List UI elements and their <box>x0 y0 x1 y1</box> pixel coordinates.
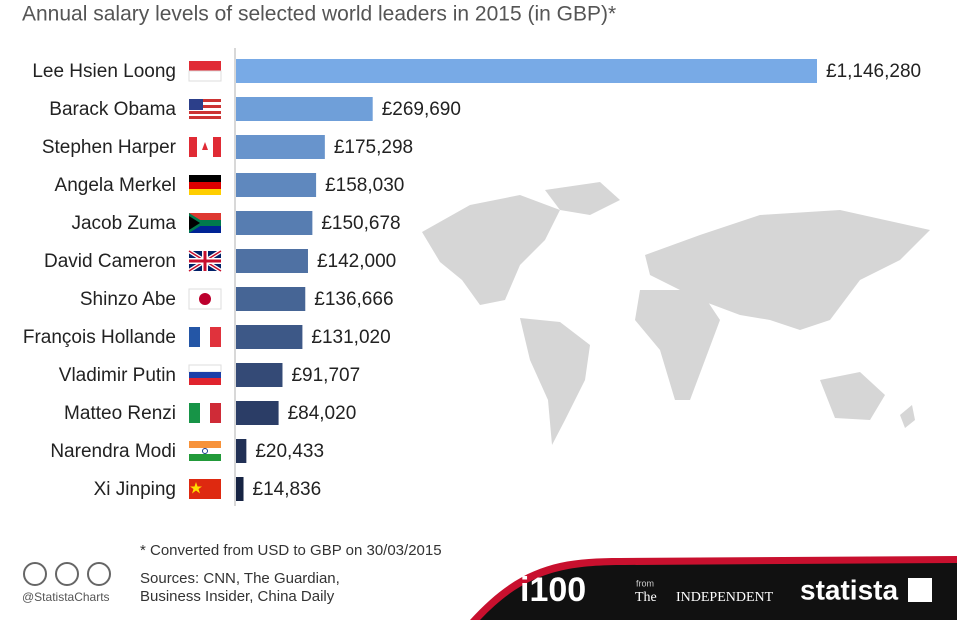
value-label: £136,666 <box>314 289 393 310</box>
bar <box>236 211 313 235</box>
value-label: £142,000 <box>317 251 396 272</box>
value-label: £20,433 <box>255 441 324 462</box>
bar <box>236 363 283 387</box>
value-label: £269,690 <box>382 99 461 120</box>
category-label: Angela Merkel <box>55 175 176 196</box>
logo-the: The <box>635 590 657 605</box>
category-label: Vladimir Putin <box>59 365 176 386</box>
value-label: £84,020 <box>288 403 357 424</box>
logo-independent: INDEPENDENT <box>676 590 774 605</box>
handle: @StatistaCharts <box>22 590 110 604</box>
category-label: Narendra Modi <box>50 441 176 462</box>
footnote: * Converted from USD to GBP on 30/03/201… <box>140 542 442 559</box>
value-label: £14,836 <box>253 479 322 500</box>
flags <box>187 61 223 499</box>
bar <box>236 249 308 273</box>
category-label: Matteo Renzi <box>64 403 176 424</box>
world-map <box>422 182 930 445</box>
sources: Sources: CNN, The Guardian, <box>140 570 340 587</box>
category-label: Stephen Harper <box>42 137 177 158</box>
logo-icon <box>908 578 932 602</box>
category-label: Lee Hsien Loong <box>32 61 176 82</box>
bar <box>236 59 817 83</box>
logo-i100: i100 <box>520 571 586 609</box>
bar <box>236 135 325 159</box>
license-icons <box>23 562 111 586</box>
category-label: Xi Jinping <box>94 479 176 500</box>
value-label: £1,146,280 <box>826 61 921 82</box>
category-label: Barack Obama <box>49 99 176 120</box>
value-label: £158,030 <box>325 175 404 196</box>
value-label: £150,678 <box>321 213 400 234</box>
bar <box>236 97 373 121</box>
bar <box>236 325 303 349</box>
bar <box>236 439 247 463</box>
category-label: Jacob Zuma <box>71 213 176 234</box>
logo-from: from <box>636 578 654 588</box>
value-label: £131,020 <box>311 327 390 348</box>
bar <box>236 477 244 501</box>
bar <box>236 287 306 311</box>
value-label: £175,298 <box>334 137 413 158</box>
sources: Business Insider, China Daily <box>140 588 335 605</box>
footer-band <box>480 563 957 620</box>
category-label: David Cameron <box>44 251 176 272</box>
bar <box>236 401 279 425</box>
logo-statista: statista <box>800 574 898 605</box>
category-label: Shinzo Abe <box>80 289 176 310</box>
bar <box>236 173 317 197</box>
chart-title: Annual salary levels of selected world l… <box>22 3 616 26</box>
category-label: François Hollande <box>23 327 176 348</box>
value-label: £91,707 <box>291 365 360 386</box>
